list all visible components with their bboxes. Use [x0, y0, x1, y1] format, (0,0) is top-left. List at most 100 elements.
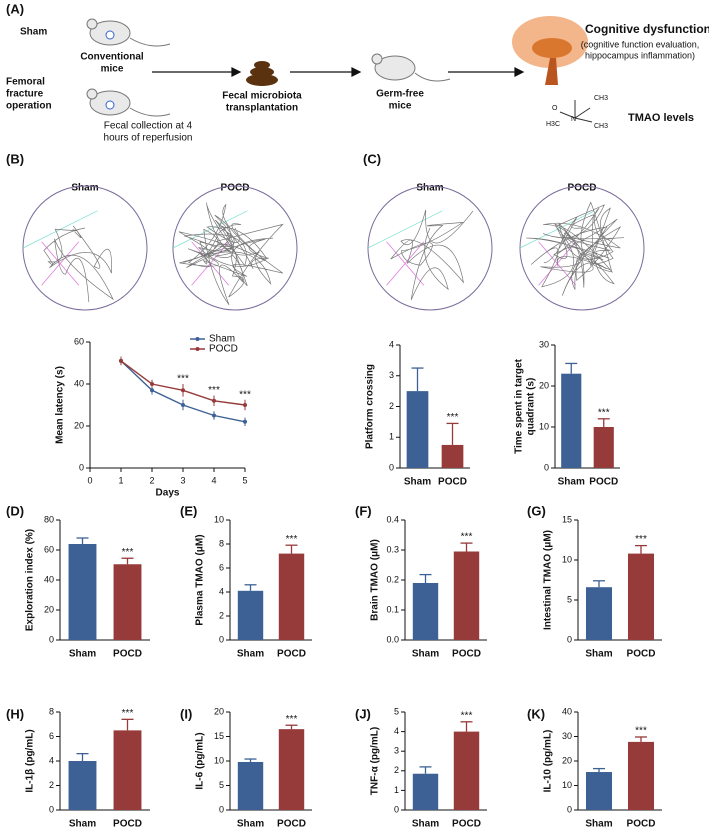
bar: [237, 761, 264, 810]
x-tick-label: POCD: [438, 477, 467, 488]
label: operation: [6, 101, 52, 112]
y-tick-label: 6: [49, 731, 54, 741]
y-axis-label: Intestinal TMAO (μM): [543, 530, 554, 630]
chem-label: H3C: [546, 121, 560, 128]
bar: [561, 373, 582, 468]
bar: [593, 427, 614, 468]
y-axis-label: Exploration index (%): [25, 529, 36, 631]
panel-label: (G): [527, 503, 546, 518]
annotation: ***: [122, 708, 134, 719]
swim-path: [390, 209, 474, 301]
y-tick-label: 0: [49, 634, 54, 644]
quadrant: [519, 210, 595, 249]
y-tick-label: 0.0: [386, 634, 399, 644]
pool: [367, 185, 493, 311]
bar: [113, 730, 142, 810]
swim-path: [43, 225, 114, 303]
quadrant: [41, 241, 80, 286]
y-tick-label: 0: [79, 462, 84, 472]
x-tick-label: Sham: [585, 819, 612, 830]
y-axis-label: quadrant (s): [526, 378, 537, 436]
panel-label: (B): [6, 151, 24, 166]
annotation: ***: [239, 389, 251, 400]
label: Fecal collection at 4: [104, 121, 193, 132]
bar: [441, 444, 464, 468]
y-tick-label: 0: [219, 634, 224, 644]
y-axis-label: IL-10 (pg/mL): [543, 730, 554, 793]
y-tick-label: 20: [44, 604, 54, 614]
y-tick-label: 40: [44, 574, 54, 584]
annotation: ***: [461, 532, 473, 543]
label: mice: [101, 64, 124, 75]
bar: [278, 553, 305, 640]
x-tick-label: Sham: [404, 477, 431, 488]
annotation: ***: [286, 714, 298, 725]
y-tick-label: 20: [562, 755, 572, 765]
label: (cognitive function evaluation,: [581, 39, 700, 49]
bar: [453, 551, 480, 640]
y-tick-label: 40: [562, 706, 572, 716]
panel-label: (K): [527, 706, 545, 721]
y-tick-label: 60: [44, 544, 54, 554]
y-tick-label: 5: [394, 706, 399, 716]
y-axis-label: Brain TMAO (μM): [370, 539, 381, 621]
y-tick-label: 30: [539, 339, 549, 349]
label: Conventional: [80, 52, 144, 63]
y-tick-label: 2: [389, 401, 394, 411]
swim-path: [178, 202, 284, 306]
x-tick-label: POCD: [113, 819, 142, 830]
y-tick-label: 4: [389, 339, 394, 349]
y-tick-label: 20: [539, 380, 549, 390]
x-tick-label: Sham: [69, 649, 96, 660]
legend-marker: [195, 337, 200, 341]
x-tick-label: 4: [211, 475, 216, 485]
chem-label: N: [571, 116, 576, 123]
y-tick-label: 0.1: [386, 604, 399, 614]
x-tick-label: POCD: [113, 649, 142, 660]
x-tick-label: POCD: [627, 819, 656, 830]
schematic-art: [86, 16, 593, 123]
x-tick-label: 0: [87, 475, 92, 485]
y-tick-label: 20: [74, 420, 84, 430]
pool: [172, 185, 298, 311]
y-tick-label: 10: [562, 780, 572, 790]
label: hippocampus inflammation): [585, 50, 695, 60]
quadrant: [367, 210, 443, 249]
marker: [150, 382, 154, 386]
y-axis-label: TNF-α (pg/mL): [370, 727, 381, 795]
y-tick-label: 10: [562, 554, 572, 564]
bar: [406, 391, 429, 468]
y-tick-label: 15: [562, 514, 572, 524]
marker: [243, 419, 247, 424]
pool: [22, 185, 148, 311]
x-tick-label: POCD: [277, 819, 306, 830]
x-tick-label: 5: [242, 475, 247, 485]
legend-label: Sham: [209, 334, 235, 345]
marker: [212, 413, 216, 418]
y-tick-label: 4: [219, 586, 224, 596]
bar: [278, 729, 305, 810]
y-tick-label: 3: [389, 370, 394, 380]
chem-label: CH3: [594, 123, 608, 130]
panel-label: (D): [6, 503, 24, 518]
y-axis-label: Plasma TMAO (μM): [195, 534, 206, 625]
label: Cognitive dysfunction: [585, 22, 709, 36]
x-tick-label: Sham: [412, 649, 439, 660]
y-axis-label: IL-1β (pg/mL): [25, 729, 36, 792]
label: Germ-free: [376, 89, 424, 100]
legend-label: POCD: [209, 344, 238, 355]
y-tick-label: 6: [219, 562, 224, 572]
y-tick-label: 0: [389, 462, 394, 472]
legend-marker: [195, 347, 200, 351]
y-tick-label: 4: [394, 726, 399, 736]
swim-path: [526, 201, 624, 296]
x-tick-label: 1: [118, 475, 123, 485]
chem-label: O: [552, 105, 558, 112]
y-tick-label: 2: [49, 780, 54, 790]
y-tick-label: 0: [567, 634, 572, 644]
marker: [119, 358, 123, 363]
y-tick-label: 20: [214, 706, 224, 716]
y-tick-label: 15: [214, 731, 224, 741]
annotation: ***: [635, 726, 647, 737]
marker: [212, 398, 216, 403]
